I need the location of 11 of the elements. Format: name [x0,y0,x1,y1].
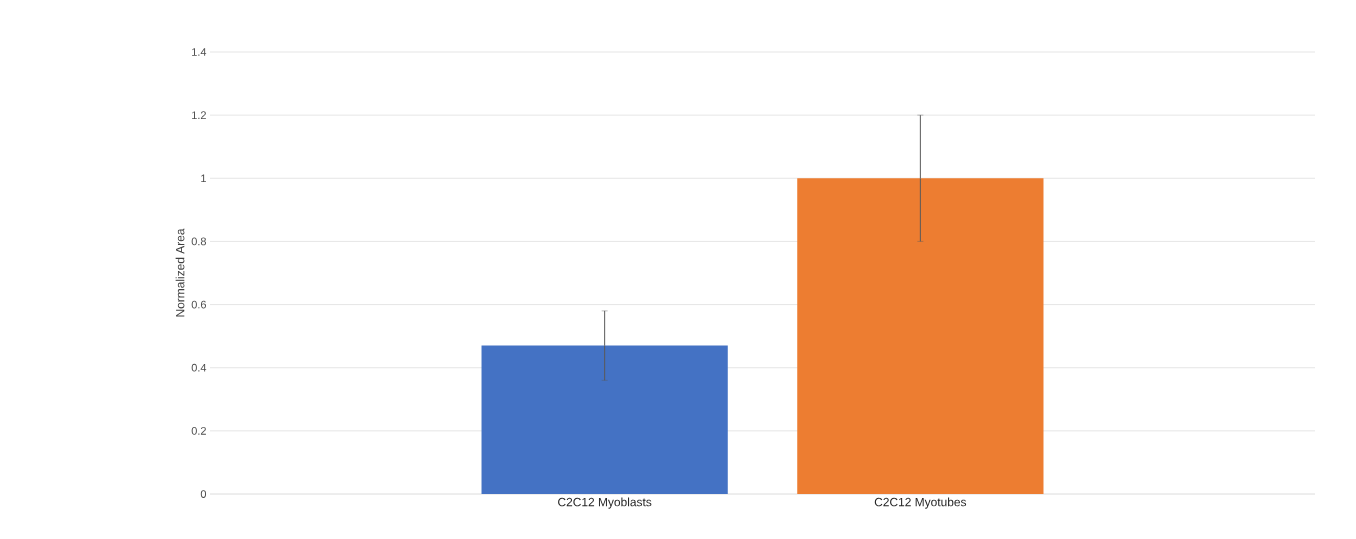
y-tick-label: 0.8 [191,237,206,246]
x-tick-label: C2C12 Myoblasts [558,497,652,509]
y-tick-label: 0.6 [191,300,206,309]
y-tick-label: 1.2 [192,111,206,119]
y-tick-label: 0.4 [191,363,207,372]
y-axis-title: Normalized Area [175,228,185,317]
y-tick-label: 1 [201,174,206,183]
y-tick-label: 0 [200,490,207,498]
y-tick-label: 1.4 [192,48,207,56]
y-tick-label: 0.2 [191,426,206,435]
x-tick-label: C2C12 Myotubes [874,497,967,509]
